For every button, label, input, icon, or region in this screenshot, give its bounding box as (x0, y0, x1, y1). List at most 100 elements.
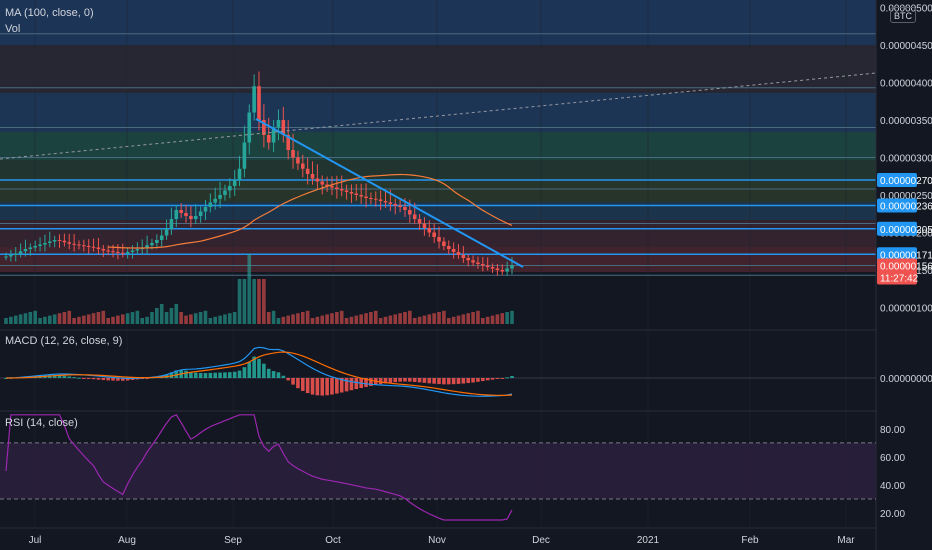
volume-bar (28, 312, 33, 324)
volume-bar (471, 312, 475, 324)
candle (218, 195, 222, 199)
volume-bar (442, 310, 446, 324)
candle (179, 210, 183, 213)
candle (276, 120, 281, 128)
candle (198, 211, 203, 216)
candle (62, 240, 67, 243)
currency-badge[interactable]: BTC (890, 7, 916, 23)
macd-legend[interactable]: MACD (12, 26, close, 9) (5, 335, 122, 347)
volume-bar (315, 316, 320, 324)
candle (291, 150, 295, 158)
candle (72, 243, 76, 245)
candle (203, 207, 208, 212)
macd-histogram-bar (412, 378, 417, 382)
candle (101, 249, 106, 251)
volume-bar (330, 313, 334, 324)
candle (155, 240, 159, 243)
candle (510, 265, 514, 269)
volume-bar (96, 312, 101, 324)
candle (33, 246, 37, 248)
macd-histogram-bar (476, 378, 480, 382)
macd-histogram-bar (291, 378, 295, 385)
volume-bar (510, 310, 514, 324)
candle (373, 198, 378, 200)
candle (432, 232, 436, 237)
macd-histogram-bar (354, 378, 359, 390)
volume-bar (335, 312, 339, 324)
volume-bars (4, 254, 514, 324)
macd-histogram-bar (120, 378, 125, 381)
volume-bar (369, 312, 373, 324)
macd-axis[interactable]: 0.00000000 (880, 374, 932, 385)
volume-bar (296, 313, 300, 324)
volume-bar (349, 316, 354, 324)
macd-histogram-bar (198, 373, 203, 378)
candle (169, 219, 174, 229)
macd-histogram-bar (417, 378, 422, 383)
macd-histogram-bar (344, 378, 349, 392)
volume-bar (223, 314, 227, 324)
volume-bar (86, 314, 91, 324)
candle (344, 190, 349, 192)
level-zone (0, 132, 876, 160)
macd-histogram-bar (466, 378, 471, 384)
macd-histogram-bar (77, 377, 81, 379)
volume-bar (446, 318, 451, 324)
price-tag (877, 198, 917, 213)
volume-bar (179, 312, 183, 324)
ma-legend[interactable]: MA (100, close, 0) (5, 7, 94, 19)
macd-histogram-bar (296, 378, 300, 389)
candle (408, 210, 412, 215)
macd-histogram-bar (242, 367, 247, 378)
candle (505, 268, 509, 272)
level-zone (0, 93, 876, 132)
vol-legend[interactable]: Vol (5, 23, 20, 35)
level-zone (0, 247, 876, 272)
macd-histogram-bar (442, 378, 446, 385)
candle (325, 184, 329, 186)
price-tag (877, 258, 917, 273)
macd-histogram-bar (349, 378, 354, 391)
rsi-legend[interactable]: RSI (14, close) (5, 417, 78, 429)
volume-bar (150, 312, 154, 324)
candle (223, 190, 227, 195)
volume-bar (495, 314, 500, 324)
macd-histogram-bar (510, 375, 514, 378)
volume-bar (364, 313, 368, 324)
price-tags: 0.00000270 0.00000236 0.00000205 0.00000171… (877, 173, 932, 285)
rsi-axis[interactable]: 80.00 60.00 40.00 20.00 (880, 425, 905, 520)
volume-bar (77, 316, 81, 324)
macd-histogram-bar (393, 378, 398, 383)
macd-histogram-bar (252, 356, 256, 378)
candle (296, 157, 300, 164)
candle (369, 198, 373, 199)
macd-histogram-bar (266, 368, 271, 378)
macd-histogram-bar (62, 375, 67, 378)
volume-bar (159, 304, 164, 324)
trend-line-dashed (0, 72, 877, 160)
macd-histogram-bar (4, 378, 8, 379)
macd-histogram-bar (320, 378, 325, 396)
macd-histogram-bar (125, 378, 130, 381)
volume-bar (305, 310, 310, 324)
candle (495, 268, 500, 270)
candle (106, 250, 110, 252)
macd-histogram-bar (330, 378, 334, 395)
ma-line (108, 173, 513, 249)
time-axis[interactable]: Jul Aug Sep Oct Nov Dec 2021 Feb Mar (29, 535, 856, 546)
price-tag-label: 0.00000156 (880, 262, 932, 273)
candle (364, 196, 368, 198)
macd-histogram-bar (427, 378, 432, 384)
volume-bar (232, 312, 237, 324)
volume-bar (57, 313, 62, 324)
macd-histogram-bar (96, 378, 101, 380)
macd-histogram-bar (82, 378, 86, 379)
candle (398, 205, 402, 207)
volume-bar (242, 279, 247, 324)
candle (28, 247, 33, 249)
ma-line (108, 173, 513, 249)
macd-histogram-bar (72, 377, 76, 379)
price-tag-label: 0.00000205 (880, 225, 932, 236)
volume-bar (291, 314, 295, 324)
